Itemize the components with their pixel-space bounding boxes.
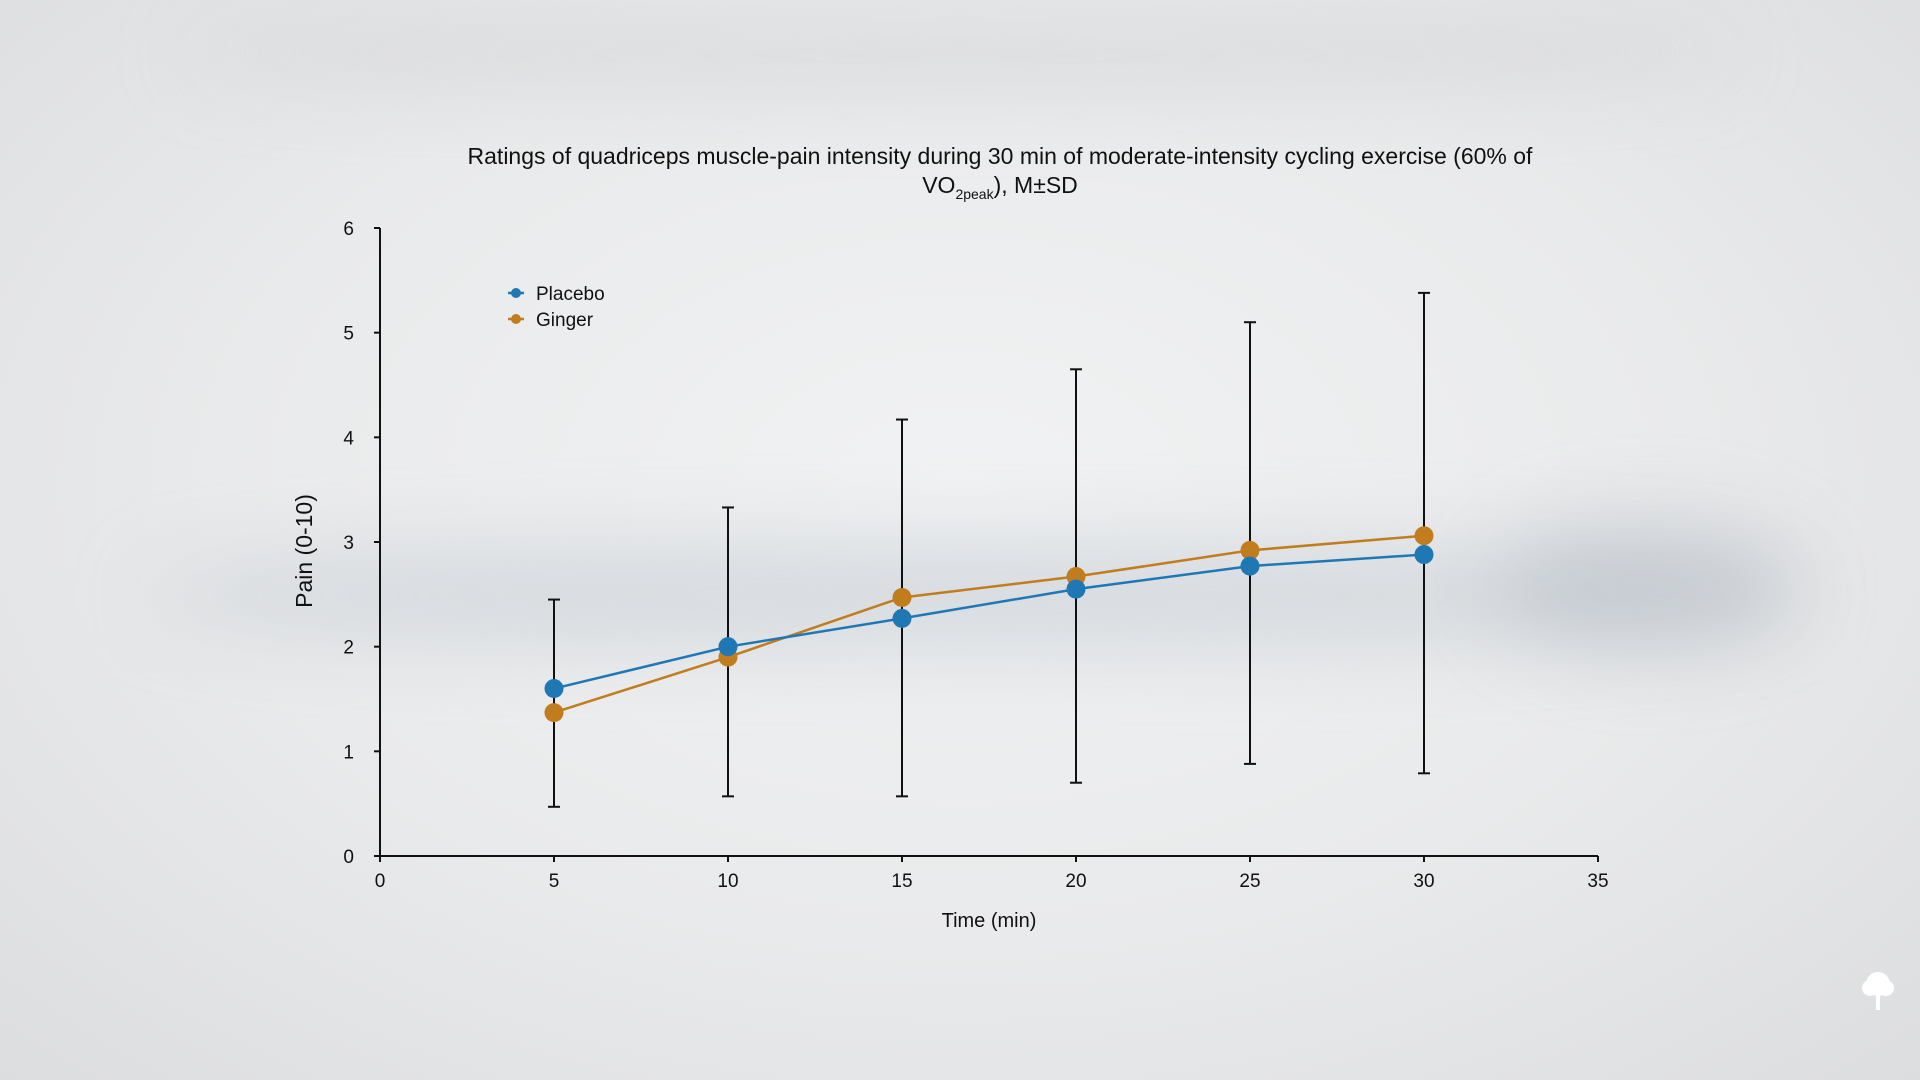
chart-series — [544, 526, 1434, 723]
data-point-placebo — [718, 637, 738, 657]
legend-marker — [511, 314, 521, 324]
title-subscript: 2peak — [955, 186, 994, 202]
chart-title-line1: Ratings of quadriceps muscle-pain intens… — [467, 143, 1533, 169]
data-point-ginger — [544, 703, 564, 723]
y-axis-label: Pain (0-10) — [291, 494, 317, 608]
x-tick-label: 20 — [1065, 871, 1086, 892]
series-line-placebo — [553, 553, 1425, 690]
data-point-ginger — [1240, 540, 1260, 560]
data-point-placebo — [1240, 556, 1260, 576]
y-tick-label: 3 — [343, 533, 354, 554]
chart-title-line2: VO2peak), M±SD — [380, 171, 1620, 209]
y-tick-label: 1 — [343, 742, 354, 763]
x-tick-label: 5 — [549, 871, 560, 892]
x-tick-label: 30 — [1413, 871, 1434, 892]
x-tick-label: 0 — [375, 871, 386, 892]
x-axis-label: Time (min) — [942, 910, 1037, 932]
legend-label: Placebo — [536, 284, 605, 305]
chart-axes: 0 5 10 15 20 25 30 35 0 1 2 3 4 5 6 — [343, 219, 1608, 892]
data-point-placebo — [892, 608, 912, 628]
legend-label: Ginger — [536, 310, 594, 331]
title-vo: VO — [922, 172, 956, 198]
title-tail: ), M±SD — [993, 172, 1078, 198]
data-point-placebo — [544, 679, 564, 699]
y-tick-label: 2 — [343, 638, 354, 659]
data-point-placebo — [1066, 579, 1086, 599]
x-tick-label: 15 — [891, 871, 912, 892]
x-tick-label: 25 — [1239, 871, 1260, 892]
legend-marker — [511, 288, 521, 298]
series-line-ginger — [553, 534, 1425, 714]
error-bars — [548, 291, 1430, 808]
x-tick-label: 35 — [1587, 871, 1608, 892]
y-tick-label: 5 — [343, 324, 354, 345]
x-tick-label: 10 — [717, 871, 738, 892]
tree-icon — [1862, 972, 1894, 1010]
y-tick-label: 4 — [343, 428, 354, 449]
y-tick-label: 0 — [343, 847, 354, 868]
chart-title: Ratings of quadriceps muscle-pain intens… — [380, 142, 1620, 209]
data-point-ginger — [1414, 526, 1434, 546]
chart-legend: Placebo Ginger — [508, 284, 605, 331]
y-tick-label: 6 — [343, 219, 354, 240]
data-point-placebo — [1414, 545, 1434, 565]
data-point-ginger — [892, 587, 912, 607]
